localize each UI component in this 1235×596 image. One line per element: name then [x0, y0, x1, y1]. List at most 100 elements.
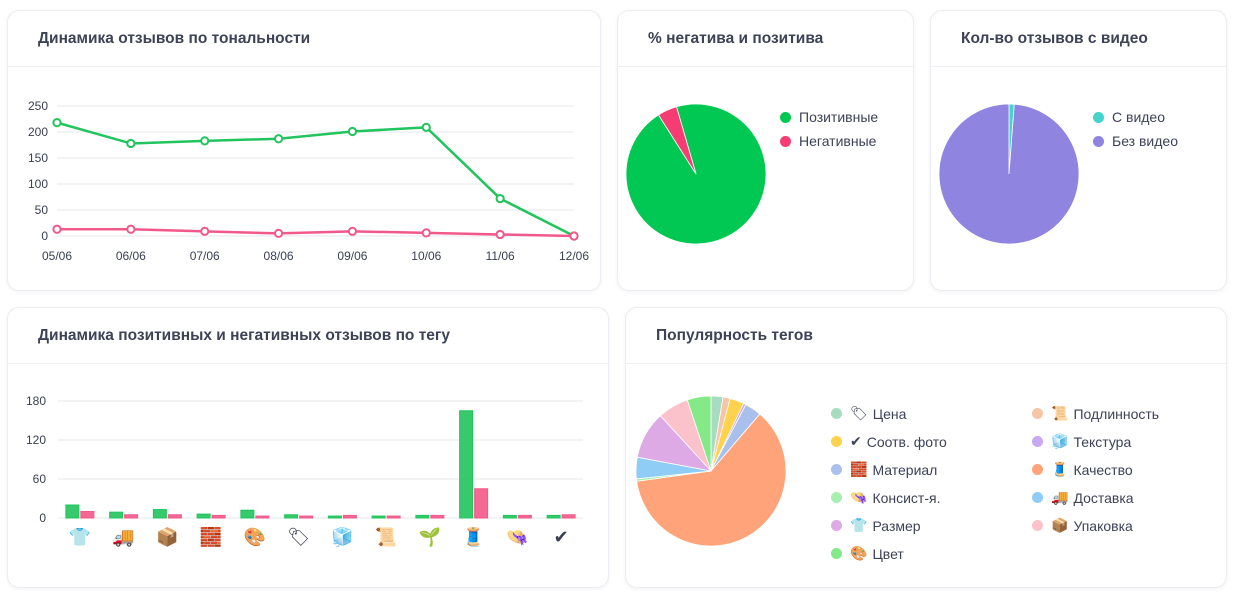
legend-dot-positive	[780, 111, 791, 123]
bar-negative[interactable]	[80, 511, 95, 519]
bar-negative[interactable]	[517, 514, 532, 519]
tag-legend-item[interactable]: 📜 Подлинность	[1032, 405, 1159, 422]
data-point[interactable]	[200, 226, 210, 236]
tag-icon: 🎨	[850, 545, 868, 561]
legend-label-without-video: Без видео	[1112, 133, 1178, 149]
tag-legend-dot	[831, 408, 842, 419]
legend-item-positive[interactable]: Позитивные	[780, 109, 878, 125]
x-tick-label: 11/06	[486, 249, 515, 263]
bar-positive[interactable]	[327, 515, 342, 519]
tag-legend-item[interactable]: 👕 Размер	[831, 517, 921, 534]
tag-popularity-slice-5[interactable]	[636, 413, 787, 547]
tag-legend-label: Текстура	[1073, 433, 1132, 450]
bar-positive[interactable]	[415, 514, 430, 519]
pos-neg-slice-1[interactable]	[657, 106, 697, 175]
bar-negative[interactable]	[211, 514, 226, 519]
bar-positive[interactable]	[502, 514, 517, 519]
data-point[interactable]	[569, 231, 579, 241]
bar-positive[interactable]	[152, 509, 167, 519]
bar-negative[interactable]	[561, 514, 576, 519]
bar-negative[interactable]	[167, 514, 182, 519]
legend-label-with-video: С видео	[1112, 109, 1165, 125]
data-point[interactable]	[273, 134, 284, 144]
tag-icon: 👕	[850, 517, 868, 533]
data-point[interactable]	[52, 118, 62, 128]
tag-legend-item[interactable]: 📦 Упаковка	[1032, 517, 1133, 534]
tag-legend-dot	[831, 492, 842, 503]
bar-negative[interactable]	[342, 514, 357, 519]
data-point[interactable]	[200, 136, 210, 146]
tag-legend-item[interactable]: 👒 Консист-я.	[831, 489, 940, 506]
x-tick-label: 07/06	[190, 249, 220, 263]
y-tick-label: 150	[28, 151, 48, 165]
tag-legend-label: Упаковка	[1073, 517, 1133, 534]
x-tick-label: 08/06	[264, 249, 294, 263]
data-point[interactable]	[347, 126, 358, 137]
tag-category-icon: 🧵	[462, 526, 484, 548]
y-tick-label: 100	[28, 177, 48, 191]
data-point[interactable]	[421, 122, 431, 132]
tag-icon: 🧵	[1051, 461, 1069, 477]
x-tick-label: 05/06	[42, 249, 72, 263]
tag-legend-item[interactable]: 🧊 Текстура	[1032, 433, 1131, 450]
data-point[interactable]	[347, 226, 358, 236]
tag-legend-dot	[1032, 408, 1043, 419]
tag-legend-item[interactable]: 🏷 Цена	[831, 405, 906, 422]
bar-negative[interactable]	[386, 515, 401, 519]
tag-category-icon: 🧱	[200, 526, 222, 547]
tag-legend-item[interactable]: 🎨 Цвет	[831, 545, 904, 562]
data-point[interactable]	[495, 229, 505, 240]
x-tick-label: 09/06	[337, 249, 367, 263]
y-tick-label: 200	[28, 125, 48, 139]
legend-item-negative[interactable]: Негативные	[780, 133, 876, 149]
tag-icon: 🚚	[1051, 489, 1069, 505]
bar-positive[interactable]	[371, 515, 386, 519]
data-point[interactable]	[126, 224, 136, 234]
tag-category-icon: 👒	[506, 527, 528, 547]
tag-popularity-slice-10[interactable]	[686, 395, 712, 472]
tag-legend-item[interactable]: 🧱 Материал	[831, 461, 937, 478]
data-point[interactable]	[495, 193, 505, 204]
bar-positive[interactable]	[65, 504, 80, 519]
data-point[interactable]	[126, 138, 136, 149]
bar-positive[interactable]	[240, 509, 255, 519]
legend-dot-without-video	[1093, 135, 1104, 147]
bar-negative[interactable]	[255, 515, 270, 519]
tag-popularity-card: Популярность тегов 🏷 Цена 📜 Подлинность ✔ Соо…	[625, 307, 1227, 588]
tag-legend-dot	[1032, 436, 1043, 447]
bar-negative[interactable]	[474, 488, 489, 519]
bar-negative[interactable]	[299, 515, 314, 519]
legend-item-without-video[interactable]: Без видео	[1093, 133, 1178, 149]
tag-dynamics-card: Динамика позитивных и негативных отзывов…	[7, 307, 609, 588]
data-point[interactable]	[273, 228, 284, 238]
pos-neg-share-title: % негатива и позитива	[618, 11, 913, 67]
bar-positive[interactable]	[284, 514, 299, 519]
tag-legend-label: Цвет	[872, 545, 904, 562]
tag-legend-item[interactable]: ✔ Соотв. фото	[831, 433, 947, 450]
tag-icon: 📦	[1051, 517, 1069, 533]
bar-positive[interactable]	[109, 511, 124, 519]
tag-category-icon: 🏷	[287, 527, 310, 547]
bar-negative[interactable]	[430, 514, 445, 519]
tag-legend-item[interactable]: 🚚 Доставка	[1032, 489, 1134, 506]
tag-legend-dot	[1032, 464, 1043, 475]
x-tick-label: 12/06	[559, 249, 589, 263]
data-point[interactable]	[421, 228, 431, 238]
tag-legend-dot	[831, 436, 842, 447]
data-point[interactable]	[52, 224, 62, 234]
tag-legend-item[interactable]: 🧵 Качество	[1032, 461, 1133, 478]
x-tick-label: 10/06	[411, 249, 441, 263]
bar-positive[interactable]	[196, 513, 211, 519]
tone-dynamics-chart: 0 50 100 150 200 250 05/06 06/06 07/06 08/06 09/06…	[28, 99, 589, 263]
tag-legend-label: Консист-я.	[872, 489, 941, 506]
video-slice-1[interactable]	[938, 103, 1080, 245]
legend-item-with-video[interactable]: С видео	[1093, 109, 1165, 125]
bar-positive[interactable]	[459, 410, 474, 519]
bar-negative[interactable]	[124, 514, 139, 519]
bar-positive[interactable]	[546, 514, 561, 519]
pos-neg-share-chart	[625, 103, 767, 245]
tag-category-icon: 🧊	[331, 526, 353, 548]
tag-legend-label: Цена	[872, 405, 907, 422]
y-tick-label: 180	[26, 394, 46, 408]
tag-icon: 📜	[1051, 405, 1069, 421]
